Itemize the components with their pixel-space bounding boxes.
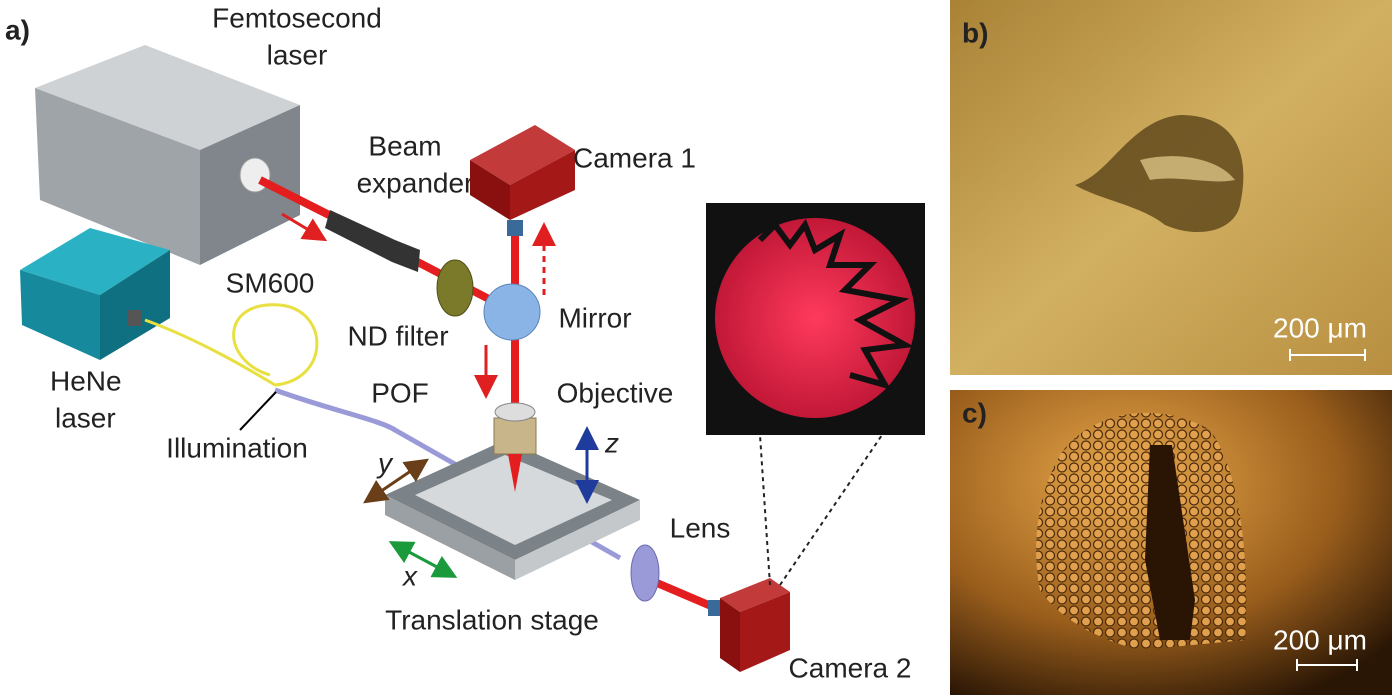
- label: expander: [357, 167, 474, 198]
- camera-2: [708, 578, 790, 672]
- y-arrow: [363, 458, 429, 504]
- label: SM600: [226, 267, 315, 298]
- label: HeNe: [50, 365, 122, 396]
- crack: [1145, 445, 1195, 640]
- label: Camera 2: [789, 652, 912, 683]
- camera-1: [470, 125, 575, 236]
- label: Mirror: [558, 302, 631, 333]
- scale-bar-label: 200 μm: [1273, 624, 1367, 655]
- beam-expander: [325, 210, 420, 272]
- lens: [630, 544, 660, 602]
- panel-label: c): [962, 397, 987, 428]
- beam-arrows: [281, 212, 556, 399]
- label: Femtosecond: [212, 2, 382, 33]
- objective: [493, 402, 537, 492]
- label: Illumination: [166, 432, 308, 463]
- inset-image: [706, 203, 925, 586]
- femtosecond-laser: [35, 45, 300, 265]
- panel-b: b) 200 μm: [950, 0, 1392, 375]
- axis-label: x: [401, 560, 418, 591]
- panel-c: c) 200 μm: [950, 390, 1392, 695]
- scale-bar: [1289, 349, 1366, 361]
- label: laser: [55, 402, 116, 433]
- label: laser: [267, 39, 328, 70]
- nd-filter: [436, 259, 474, 317]
- label: Beam: [368, 130, 441, 161]
- fiber-bundle: [1036, 412, 1247, 650]
- axis-label: y: [376, 447, 394, 478]
- label: Lens: [670, 512, 731, 543]
- axis-label: z: [604, 427, 619, 458]
- translation-stage: [385, 440, 640, 580]
- label: Camera 1: [573, 142, 696, 173]
- panel-a: a) Femtosecond laser Beam expander Camer…: [5, 2, 925, 683]
- label: POF: [371, 377, 429, 408]
- fiber: [144, 303, 622, 561]
- panel-label: b): [962, 17, 988, 48]
- scale-bar: [1296, 659, 1358, 671]
- panel-label: a): [5, 14, 30, 45]
- label: ND filter: [347, 320, 448, 351]
- x-arrow: [388, 541, 458, 578]
- scale-bar-label: 200 μm: [1273, 312, 1367, 343]
- mirror: [483, 283, 541, 341]
- label: Objective: [557, 377, 674, 408]
- hene-laser: [20, 228, 170, 360]
- label: Translation stage: [385, 604, 599, 635]
